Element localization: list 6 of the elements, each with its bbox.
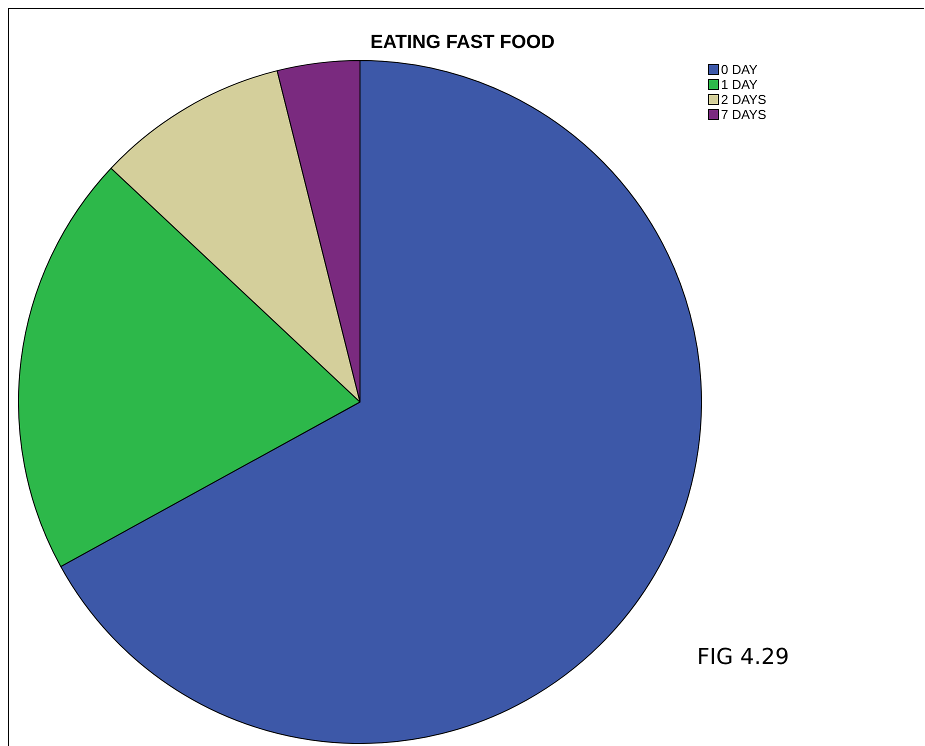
caption: FIG 4.29 xyxy=(697,645,790,670)
legend-label: 2 DAYS xyxy=(721,92,766,107)
chart-title: EATING FAST FOOD xyxy=(369,32,556,54)
legend-label: 0 DAY xyxy=(721,62,758,77)
legend-label: 1 DAY xyxy=(721,77,758,92)
legend-label: 7 DAYS xyxy=(721,107,766,122)
